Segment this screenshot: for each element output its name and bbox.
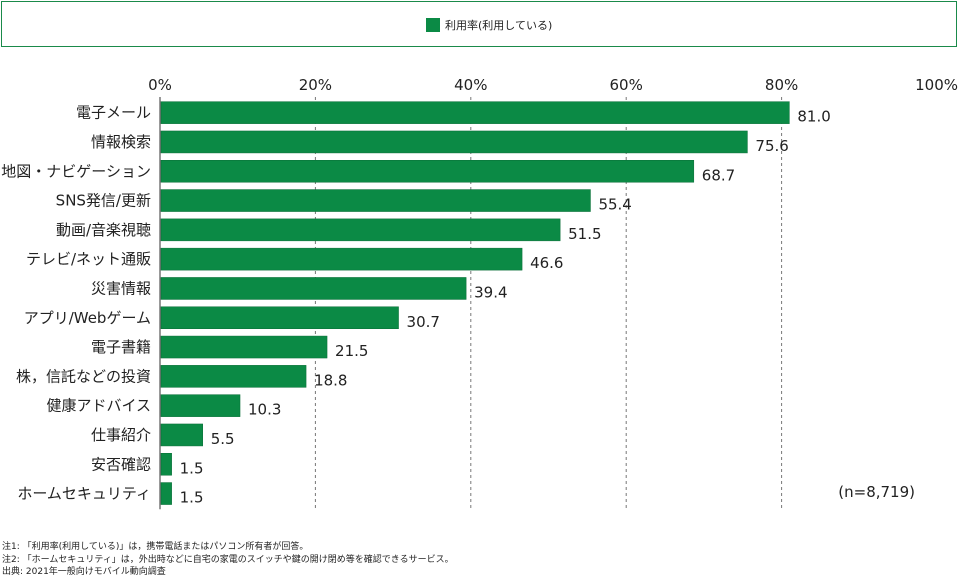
- bar: [160, 218, 561, 242]
- bar: [160, 101, 790, 124]
- bar: [160, 160, 695, 183]
- bar: [160, 130, 748, 154]
- value-label: 30.7: [407, 313, 440, 331]
- legend-swatch: [426, 18, 440, 32]
- category-label: 電子書籍: [91, 338, 151, 356]
- value-label: 51.5: [568, 225, 601, 243]
- value-label: 68.7: [702, 166, 735, 184]
- value-label: 55.4: [598, 196, 631, 214]
- category-label: 災害情報: [91, 279, 151, 297]
- value-label: 18.8: [314, 371, 347, 389]
- bar: [160, 453, 172, 476]
- bar: [160, 394, 241, 417]
- bar: [160, 247, 523, 271]
- value-label: 10.3: [248, 401, 281, 419]
- category-label: SNS発信/更新: [56, 192, 151, 210]
- x-tick-label: 100%: [915, 76, 958, 94]
- value-label: 1.5: [180, 459, 204, 477]
- value-label: 21.5: [335, 342, 368, 360]
- category-label: 安否確認: [91, 455, 151, 473]
- category-label: 情報検索: [91, 133, 151, 151]
- bar: [160, 335, 328, 359]
- value-label: 5.5: [211, 430, 235, 448]
- x-tick-label: 60%: [610, 76, 643, 94]
- category-label: ホームセキュリティ: [17, 485, 151, 503]
- bar: [160, 365, 307, 388]
- legend-box: 利用率(利用している): [1, 1, 957, 47]
- category-label: 動画/音楽視聴: [56, 221, 151, 239]
- value-label: 1.5: [180, 489, 204, 507]
- footnote-2: 注2: 「ホームセキュリティ」は，外出時などに自宅の家電のスイッチや鍵の開け閉め…: [2, 554, 454, 565]
- bar: [160, 277, 467, 300]
- x-tick-label: 0%: [148, 76, 172, 94]
- legend-label: 利用率(利用している): [445, 19, 553, 32]
- x-tick-label: 80%: [765, 76, 798, 94]
- category-label: 健康アドバイス: [46, 397, 151, 415]
- category-label: アプリ/Webゲーム: [24, 309, 151, 327]
- category-label: 仕事紹介: [91, 426, 151, 444]
- category-label: テレビ/ネット通販: [26, 250, 151, 268]
- footnote-1: 注1: 「利用率(利用している)」は，携帯電話またはパソコン所有者が回答。: [2, 542, 309, 552]
- value-label: 81.0: [797, 108, 830, 126]
- bar: [160, 423, 203, 447]
- x-tick-label: 40%: [454, 76, 487, 94]
- bar: [160, 189, 591, 212]
- value-label: 39.4: [474, 283, 507, 301]
- category-label: 地図・ナビゲーション: [1, 162, 151, 180]
- footnote-source: 出典: 2021年一般向けモバイル動向調査: [2, 567, 166, 577]
- category-label: 電子メール: [76, 104, 151, 122]
- bar: [160, 482, 172, 505]
- value-label: 46.6: [530, 254, 563, 272]
- sample-size-note: (n=8,719): [838, 483, 915, 501]
- legend-item: 利用率(利用している): [426, 17, 552, 33]
- value-label: 75.6: [755, 137, 788, 155]
- x-tick-label: 20%: [299, 76, 332, 94]
- category-label: 株，信託などの投資: [16, 367, 151, 385]
- bar: [160, 306, 399, 329]
- footnotes: 注1: 「利用率(利用している)」は，携帯電話またはパソコン所有者が回答。 注2…: [2, 541, 454, 579]
